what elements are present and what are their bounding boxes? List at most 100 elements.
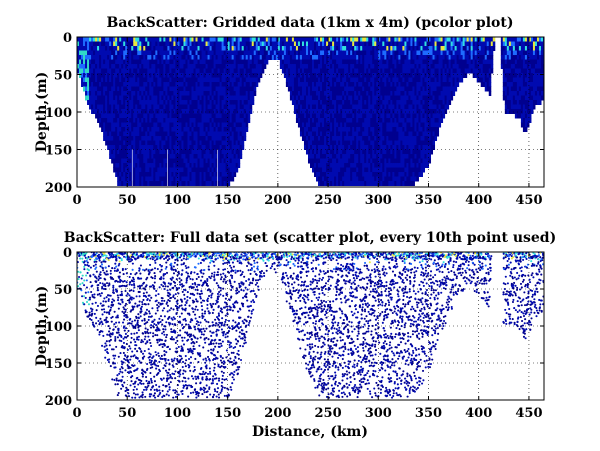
heatmap-cell: [237, 59, 241, 65]
heatmap-cell: [235, 55, 239, 60]
heatmap-cell: [350, 113, 353, 119]
heatmap-cell: [354, 149, 357, 155]
heatmap-cell: [187, 46, 190, 51]
heatmap-cell: [239, 122, 243, 128]
heatmap-cell: [299, 46, 303, 51]
heatmap-cell: [328, 86, 331, 92]
heatmap-cell: [348, 131, 351, 137]
heatmap-cell: [203, 50, 207, 56]
heatmap-cell: [350, 41, 353, 47]
heatmap-cell: [121, 136, 124, 141]
heatmap-cell: [133, 50, 136, 56]
heatmap-cell: [364, 77, 367, 83]
heatmap-cell: [99, 68, 102, 74]
heatmap-cell: [406, 68, 409, 74]
heatmap-cell: [211, 46, 215, 51]
heatmap-cell: [197, 118, 201, 123]
heatmap-cell: [177, 149, 180, 155]
heatmap-cell: [324, 149, 327, 155]
heatmap-cell: [165, 118, 168, 123]
heatmap-cell: [322, 109, 325, 114]
heatmap-cell: [237, 104, 241, 110]
heatmap-cell: [426, 64, 430, 69]
heatmap-cell: [179, 46, 182, 51]
heatmap-cell: [77, 41, 80, 47]
heatmap-cell: [251, 77, 255, 83]
heatmap-cell: [326, 91, 329, 96]
heatmap-cell: [326, 122, 329, 128]
heatmap-cell: [374, 118, 377, 123]
heatmap-cell: [322, 131, 325, 137]
heatmap-cell: [135, 91, 138, 96]
heatmap-cell: [356, 109, 359, 114]
heatmap-cell: [129, 109, 132, 114]
heatmap-cell: [101, 37, 104, 42]
heatmap-cell: [374, 172, 377, 177]
heatmap-cell: [430, 86, 434, 92]
heatmap-cell: [442, 91, 446, 96]
heatmap-cell: [181, 50, 184, 56]
heatmap-cell: [163, 86, 166, 92]
heatmap-cell: [111, 95, 114, 101]
heatmap-cell: [193, 41, 197, 47]
heatmap-cell: [344, 145, 347, 150]
heatmap-cell: [99, 109, 102, 114]
heatmap-cell: [364, 95, 367, 101]
heatmap-cell: [410, 104, 413, 110]
heatmap-cell: [183, 50, 186, 56]
heatmap-cell: [177, 95, 180, 101]
heatmap-cell: [203, 77, 207, 83]
heatmap-cell: [330, 77, 333, 83]
heatmap-cell: [119, 77, 122, 83]
heatmap-cell: [147, 113, 150, 119]
heatmap-cell: [316, 104, 319, 110]
heatmap-cell: [175, 140, 178, 146]
heatmap-cell: [241, 77, 245, 83]
heatmap-cell: [386, 41, 389, 47]
heatmap-cell: [410, 122, 413, 128]
heatmap-cell: [305, 149, 309, 155]
heatmap-cell: [163, 140, 166, 146]
heatmap-cell: [314, 77, 317, 83]
heatmap-cell: [223, 59, 227, 65]
heatmap-cell: [307, 104, 311, 110]
heatmap-cell: [185, 41, 188, 47]
heatmap-cell: [247, 104, 251, 110]
heatmap-cell: [235, 109, 239, 114]
heatmap-cell: [115, 163, 118, 168]
heatmap-cell: [83, 37, 86, 42]
heatmap-cell: [376, 91, 379, 96]
heatmap-cell: [177, 118, 180, 123]
heatmap-cell: [380, 104, 383, 110]
heatmap-cell: [332, 37, 335, 42]
heatmap-cell: [223, 167, 227, 173]
heatmap-cell: [247, 113, 251, 119]
heatmap-cell: [99, 118, 102, 123]
heatmap-cell: [418, 59, 421, 65]
heatmap-cell: [95, 91, 98, 96]
heatmap-cell: [155, 122, 158, 128]
heatmap-cell: [223, 104, 227, 110]
heatmap-cell: [233, 77, 237, 83]
heatmap-cell: [420, 104, 423, 110]
heatmap-cell: [163, 176, 166, 182]
heatmap-cell: [412, 64, 415, 69]
heatmap-cell: [402, 163, 405, 168]
heatmap-cell: [159, 95, 162, 101]
heatmap-cell: [219, 64, 223, 69]
heatmap-cell: [346, 140, 349, 146]
heatmap-cell: [89, 91, 92, 96]
heatmap-cell: [424, 55, 427, 60]
heatmap-cell: [211, 176, 215, 182]
heatmap-cell: [223, 154, 227, 159]
heatmap-cell: [348, 95, 351, 101]
heatmap-cell: [143, 172, 146, 177]
heatmap-cell: [165, 172, 168, 177]
heatmap-cell: [91, 109, 94, 114]
heatmap-cell: [205, 37, 209, 42]
heatmap-cell: [117, 55, 120, 60]
heatmap-cell: [167, 46, 170, 51]
heatmap-cell: [384, 100, 387, 105]
heatmap-cell: [340, 73, 343, 78]
heatmap-cell: [320, 140, 323, 146]
